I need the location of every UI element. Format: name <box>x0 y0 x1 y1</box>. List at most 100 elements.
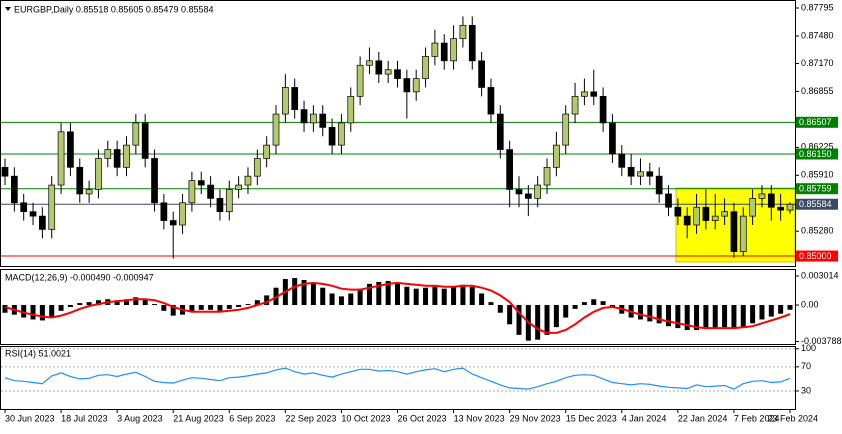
y-tick-label: 0.87170 <box>801 58 834 68</box>
x-tick-label: 22 Sep 2023 <box>285 413 336 423</box>
macd-bar <box>712 305 718 329</box>
macd-bar <box>2 305 8 313</box>
plot-layer: 0.87795 0.87480 0.87170 0.86855 0.86225 0.859… <box>1 2 842 423</box>
macd-bar <box>142 299 148 306</box>
candle-body <box>646 171 654 177</box>
macd-bar <box>292 278 298 306</box>
macd-bar <box>338 296 344 306</box>
macd-bar <box>86 302 92 306</box>
macd-bar <box>441 288 447 306</box>
candle-body <box>300 109 308 124</box>
y-tick-label: 100 <box>801 343 816 353</box>
candle-body <box>543 166 551 186</box>
macd-bar <box>404 286 410 306</box>
macd-bar <box>357 288 363 306</box>
candle-body <box>113 149 121 168</box>
candle-body <box>95 158 102 190</box>
macd-bar <box>666 305 672 327</box>
macd-bar <box>787 305 793 310</box>
price-tag-label: 0.85759 <box>799 184 832 194</box>
macd-bar <box>348 293 354 306</box>
macd-bar <box>479 293 485 306</box>
candle-body <box>683 215 691 226</box>
macd-bar <box>591 299 597 306</box>
macd-bar <box>432 286 438 306</box>
candle-body <box>468 24 476 62</box>
candle-body <box>665 193 672 208</box>
price-tag <box>796 148 838 160</box>
macd-bar <box>497 305 503 313</box>
macd-bar <box>236 305 242 307</box>
candle-body <box>328 127 336 146</box>
x-tick-label: 7 Feb 2024 <box>734 413 780 423</box>
macd-bar <box>30 305 36 320</box>
x-tick-label: 22 Jan 2024 <box>678 413 728 423</box>
candle-body <box>711 215 719 221</box>
candle-body <box>599 95 607 124</box>
candle-body <box>749 198 756 217</box>
candle-body <box>188 180 196 204</box>
macd-bar <box>152 304 158 306</box>
y-tick-label: 0.003014 <box>801 270 839 280</box>
macd-bar <box>310 283 316 306</box>
price-tag-label: 0.86150 <box>799 149 832 159</box>
candle-body <box>655 175 663 195</box>
candle-body <box>216 198 224 213</box>
menu-arrow <box>5 7 11 11</box>
candle-body <box>562 113 570 146</box>
candle-body <box>1 166 9 177</box>
macd-bar <box>572 305 578 309</box>
candle-body <box>291 87 299 110</box>
macd-bar <box>58 305 64 311</box>
macd-bar <box>21 305 27 318</box>
macd-bar <box>189 305 195 312</box>
macd-bar <box>217 305 223 311</box>
candle-body <box>366 60 373 66</box>
macd-bar <box>563 305 569 318</box>
candle-body <box>244 175 252 186</box>
macd-bar <box>544 305 550 335</box>
candle-body <box>786 203 794 211</box>
macd-bar <box>469 286 475 306</box>
price-tag <box>796 183 838 195</box>
y-tick-label: 0.86225 <box>801 142 834 152</box>
macd-bar <box>694 305 700 331</box>
candle-body <box>310 113 317 124</box>
candle-body <box>197 180 205 186</box>
candle-body <box>534 184 542 199</box>
rsi-title: RSI(14) 51.0021 <box>5 348 71 358</box>
candle-body <box>384 69 392 75</box>
candle-body <box>39 215 46 230</box>
x-tick-label: 26 Oct 2023 <box>398 413 447 423</box>
macd-bar <box>675 305 681 329</box>
x-tick-label: 29 Nov 2023 <box>510 413 561 423</box>
x-tick-label: 3 Aug 2023 <box>117 413 163 423</box>
rsi-line <box>4 367 791 390</box>
candle-body <box>739 215 747 252</box>
y-tick-label: 0.85910 <box>801 170 834 180</box>
candle-body <box>347 95 355 124</box>
candle-body <box>356 64 364 97</box>
candle-body <box>253 158 261 177</box>
candle-body <box>422 56 429 79</box>
macd-bar <box>245 304 251 306</box>
candle-body <box>496 113 504 150</box>
macd-bar <box>778 305 784 314</box>
candle-body <box>590 91 598 97</box>
candle-body <box>412 78 420 93</box>
macd-bar <box>647 305 653 322</box>
candle-body <box>571 95 579 115</box>
macd-bar <box>114 300 120 306</box>
candle-body <box>169 220 177 226</box>
macd-bar <box>77 303 83 306</box>
macd-bar <box>637 305 643 320</box>
candle-body <box>618 153 626 168</box>
x-tick-label: 23 Feb 2024 <box>767 413 818 423</box>
y-tick-label: 70 <box>801 361 811 371</box>
candle-body <box>487 87 495 115</box>
x-tick-label: 18 Jul 2023 <box>61 413 108 423</box>
candle-body <box>702 206 710 221</box>
candle-body <box>141 122 149 159</box>
macd-bar <box>768 305 774 317</box>
x-tick-label: 15 Dec 2023 <box>566 413 617 423</box>
